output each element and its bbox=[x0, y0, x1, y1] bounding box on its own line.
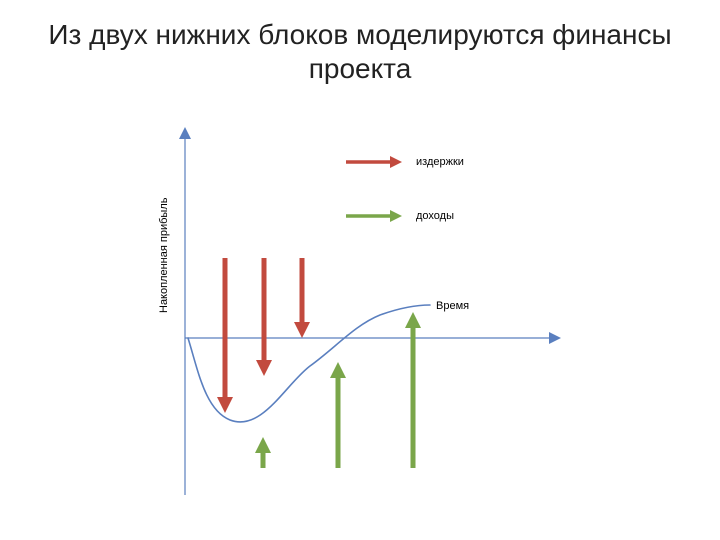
diagram-canvas bbox=[0, 0, 720, 540]
cost-arrows bbox=[225, 258, 302, 405]
slide: { "title": "Из двух нижних блоков модели… bbox=[0, 0, 720, 540]
legend-arrows bbox=[346, 162, 396, 216]
income-arrows bbox=[263, 320, 413, 468]
axes bbox=[185, 133, 555, 495]
